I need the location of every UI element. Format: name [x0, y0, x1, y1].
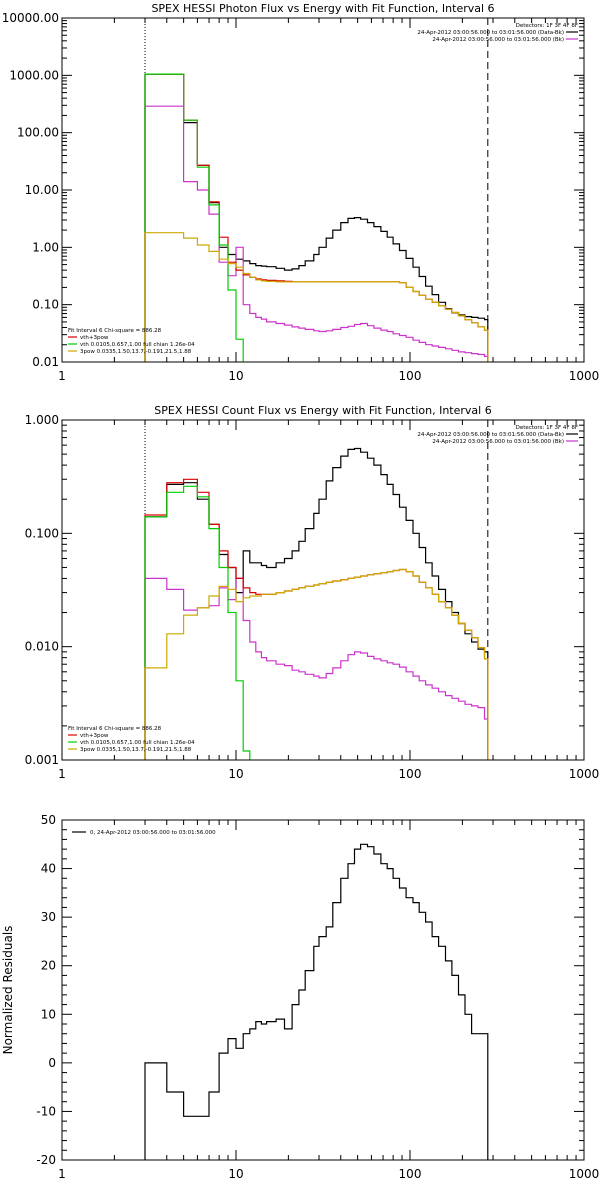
x-tick-label: 1000: [569, 369, 600, 383]
y-tick-label: 20: [41, 959, 56, 973]
y-tick-label: 0.010: [25, 640, 59, 654]
y-tick-label: 0.100: [25, 526, 59, 540]
legend-fit-header: Fit Interval 6 Chi-square = 886.28: [68, 726, 162, 732]
x-tick-label: 1: [58, 767, 66, 781]
legend-detectors: Detectors: 1F 3F 4F 8F: [516, 23, 578, 29]
legend-residuals: 0, 24-Apr-2012 03:00:56.000 to 03:01:56.…: [90, 830, 216, 836]
x-tick-label: 1000: [569, 1167, 600, 1181]
y-tick-label: 100.00: [17, 126, 59, 140]
y-tick-label: 0: [48, 1056, 56, 1070]
plot-frame: [61, 819, 585, 1161]
y-tick-label: 0.001: [25, 753, 59, 767]
y-tick-label: 1000.00: [9, 68, 59, 82]
series-group: [144, 73, 489, 362]
series-data-bk: [144, 73, 489, 362]
series-bk: [144, 577, 489, 760]
series-vth-3pow: [144, 478, 489, 760]
y-tick-label: -20: [36, 1153, 56, 1167]
y-tick-label: 0.10: [32, 298, 59, 312]
legend-detectors: Detectors: 1F 3F 4F 8F: [516, 425, 578, 431]
y-tick-label: 10000.00: [2, 11, 59, 25]
legend-fit-header: Fit Interval 6 Chi-square = 886.28: [68, 328, 162, 334]
series-group: [144, 843, 489, 1160]
chart-title: SPEX HESSI Count Flux vs Energy with Fit…: [154, 404, 491, 417]
y-tick-label: 40: [41, 862, 56, 876]
panel-1: SPEX HESSI Photon Flux vs Energy with Fi…: [2, 2, 600, 383]
plot-frame: [61, 419, 585, 761]
x-tick-label: 100: [399, 767, 422, 781]
series-vth-3pow: [144, 73, 489, 362]
y-tick-label: 1.00: [32, 240, 59, 254]
plot-frame: [61, 17, 585, 363]
series-vth: [144, 73, 489, 362]
series-3pow: [144, 568, 489, 760]
x-tick-label: 1: [58, 369, 66, 383]
series-3pow: [144, 232, 489, 362]
x-tick-label: 100: [399, 369, 422, 383]
y-tick-label: -10: [36, 1104, 56, 1118]
x-tick-label: 100: [399, 1167, 422, 1181]
series-bk: [144, 105, 489, 362]
y-tick-label: 10.00: [25, 183, 59, 197]
y-tick-label: 30: [41, 910, 56, 924]
x-tick-label: 1000: [569, 767, 600, 781]
legend-bk: 24-Apr-2012 03:00:56.000 to 03:01:56.000…: [432, 439, 564, 445]
x-tick-label: 10: [228, 767, 243, 781]
x-tick-label: 1: [58, 1167, 66, 1181]
y-tick-label: 50: [41, 813, 56, 827]
legend-fit-entry: vth+3pow: [80, 335, 109, 341]
x-tick-label: 10: [228, 369, 243, 383]
series-vth: [144, 485, 489, 760]
panel-3: 1 10 100 1000 -20 -10 0 10 20 30 40 50 Normalized Re…: [1, 813, 599, 1181]
series-residuals: [144, 843, 489, 1160]
y-axis-label: Normalized Residuals: [1, 926, 15, 1055]
legend-fit-entry: vth+3pow: [80, 733, 109, 739]
legend-bk: 24-Apr-2012 03:00:56.000 to 03:01:56.000…: [432, 37, 564, 43]
series-data-bk: [144, 447, 489, 760]
legend-data-bk: 24-Apr-2012 03:00:56.000 to 03:01:56.000…: [417, 30, 564, 36]
legend-fit-entry: vth 0.0105,0.657,1.00 full chian 1.26e-0…: [80, 740, 195, 746]
series-group: [144, 447, 489, 760]
legend-data-bk: 24-Apr-2012 03:00:56.000 to 03:01:56.000…: [417, 432, 564, 438]
chart-title: SPEX HESSI Photon Flux vs Energy with Fi…: [151, 2, 494, 15]
y-tick-label: 10: [41, 1007, 56, 1021]
legend-fit-entry: 3pow 0.0335,1.50,13.7,-0.191,21.5,1.88: [80, 349, 192, 355]
y-tick-label: 1.000: [25, 413, 59, 427]
legend-fit-entry: vth 0.0105,0.657,1.00 full chian 1.26e-0…: [80, 342, 195, 348]
x-tick-label: 10: [228, 1167, 243, 1181]
y-tick-label: 0.01: [32, 355, 59, 369]
legend-fit-entry: 3pow 0.0335,1.50,13.7,-0.191,21.5,1.88: [80, 747, 192, 753]
panel-2: SPEX HESSI Count Flux vs Energy with Fit…: [25, 404, 600, 781]
